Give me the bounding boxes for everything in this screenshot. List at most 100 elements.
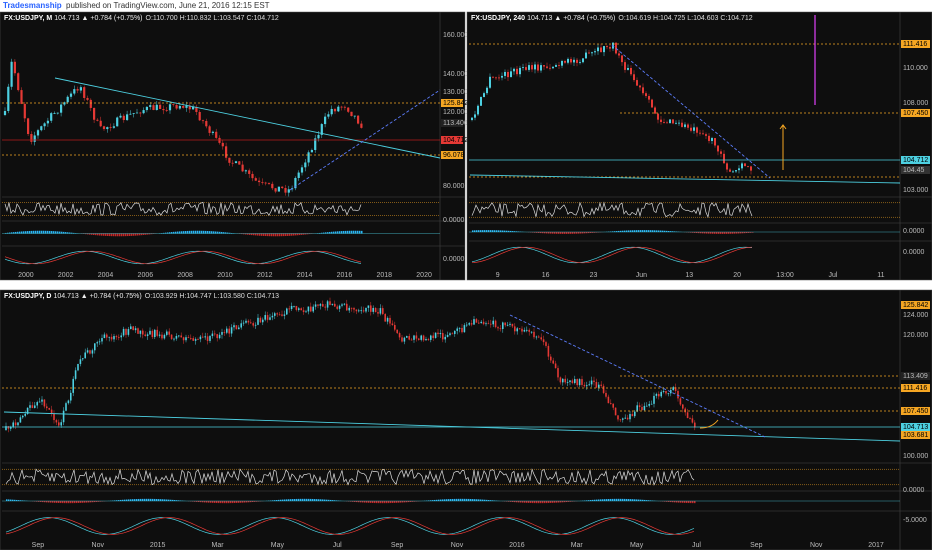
histogram-bar: [13, 232, 15, 234]
histogram-bar: [200, 501, 202, 503]
histogram-bar: [676, 501, 678, 503]
candle-body: [471, 117, 473, 120]
candle-body: [591, 52, 593, 54]
candle-body: [480, 97, 482, 106]
candle-body: [158, 334, 161, 336]
histogram-bar: [150, 498, 152, 501]
histogram-bar: [572, 232, 574, 234]
candle-body: [653, 395, 655, 404]
candle-body: [403, 337, 406, 342]
candle-body: [401, 337, 403, 342]
candle-body: [654, 107, 656, 114]
histogram-bar: [700, 232, 702, 234]
candle-body: [594, 51, 596, 53]
histogram-bar: [562, 232, 564, 234]
histogram-bar: [362, 501, 364, 503]
price-label: -5.0000: [903, 517, 927, 524]
histogram-bar: [280, 499, 282, 501]
histogram-bar: [256, 501, 258, 502]
price-label: 0.0000: [443, 217, 465, 224]
candle-body: [645, 93, 647, 97]
candle-body: [444, 336, 446, 340]
candle-body: [99, 120, 102, 127]
candle-body: [495, 77, 497, 79]
candle-body: [418, 338, 420, 340]
candle-body: [119, 115, 122, 118]
histogram-bar: [648, 230, 650, 232]
candle-body: [112, 126, 115, 128]
candle-body: [43, 399, 46, 407]
histogram-bar: [578, 232, 580, 234]
candle-body: [113, 336, 115, 340]
histogram-bar: [368, 501, 370, 503]
candle-body: [477, 105, 479, 115]
candle-body: [720, 151, 722, 154]
signal-line: [471, 246, 753, 264]
histogram-bar: [208, 501, 210, 503]
candle-body: [672, 387, 674, 391]
histogram-bar: [626, 230, 628, 232]
candle-body: [254, 178, 257, 181]
histogram-bar: [694, 232, 696, 233]
candle-body: [564, 61, 566, 63]
candle-body: [233, 325, 235, 328]
candle-body: [139, 112, 142, 114]
candle-body: [540, 337, 542, 340]
candle-body: [216, 334, 218, 339]
histogram-bar: [476, 230, 478, 232]
histogram-bar: [746, 232, 748, 234]
histogram-bar: [692, 232, 694, 233]
histogram-bar: [259, 233, 261, 236]
histogram-bar: [674, 501, 676, 503]
histogram-bar: [355, 230, 357, 234]
histogram-bar: [48, 501, 50, 503]
histogram-bar: [261, 233, 263, 236]
histogram-bar: [25, 231, 27, 234]
candle-body: [586, 385, 588, 387]
histogram-bar: [320, 499, 322, 501]
candle-body: [714, 138, 716, 146]
histogram-bar: [684, 501, 686, 503]
candle-body: [648, 96, 650, 100]
histogram-bar: [131, 233, 133, 236]
histogram-bar: [670, 501, 672, 503]
candle-body: [103, 334, 106, 339]
candle-body: [370, 305, 372, 312]
author[interactable]: Tradesmanship: [3, 1, 62, 10]
histogram-bar: [22, 500, 24, 501]
price-tag: [441, 119, 463, 127]
candle-body: [156, 329, 158, 336]
candle-body: [248, 170, 251, 174]
candle-body: [142, 330, 144, 335]
histogram-bar: [134, 499, 136, 501]
candle-body: [41, 399, 43, 402]
candle-body: [564, 378, 566, 383]
histogram-bar: [209, 231, 211, 234]
histogram-bar: [236, 501, 238, 503]
price-label: 140.000: [443, 71, 468, 78]
candle-body: [474, 114, 476, 118]
candle-body: [442, 333, 444, 340]
panel-title: FX:USDJPY, M: [4, 15, 52, 22]
time-label: Mar: [571, 542, 584, 549]
histogram-bar: [329, 231, 331, 234]
histogram-bar: [203, 230, 205, 234]
histogram-bar: [650, 500, 652, 501]
candle-body: [449, 333, 451, 336]
histogram-bar: [345, 230, 347, 234]
time-label: Mar: [211, 542, 224, 549]
histogram-bar: [162, 499, 164, 501]
candle-body: [744, 163, 746, 167]
candle-body: [70, 392, 72, 401]
histogram-bar: [436, 499, 438, 501]
candle-body: [324, 116, 327, 125]
candle-body: [372, 307, 374, 312]
histogram-bar: [486, 499, 488, 501]
histogram-bar: [536, 232, 538, 233]
candle-body: [319, 304, 322, 306]
candle-body: [672, 119, 674, 124]
candle-body: [549, 67, 551, 69]
panel-ohlc: O:110.700 H:110.832 L:103.547 C:104.712: [146, 15, 279, 22]
candle-body: [621, 55, 623, 63]
histogram-bar: [638, 230, 640, 232]
